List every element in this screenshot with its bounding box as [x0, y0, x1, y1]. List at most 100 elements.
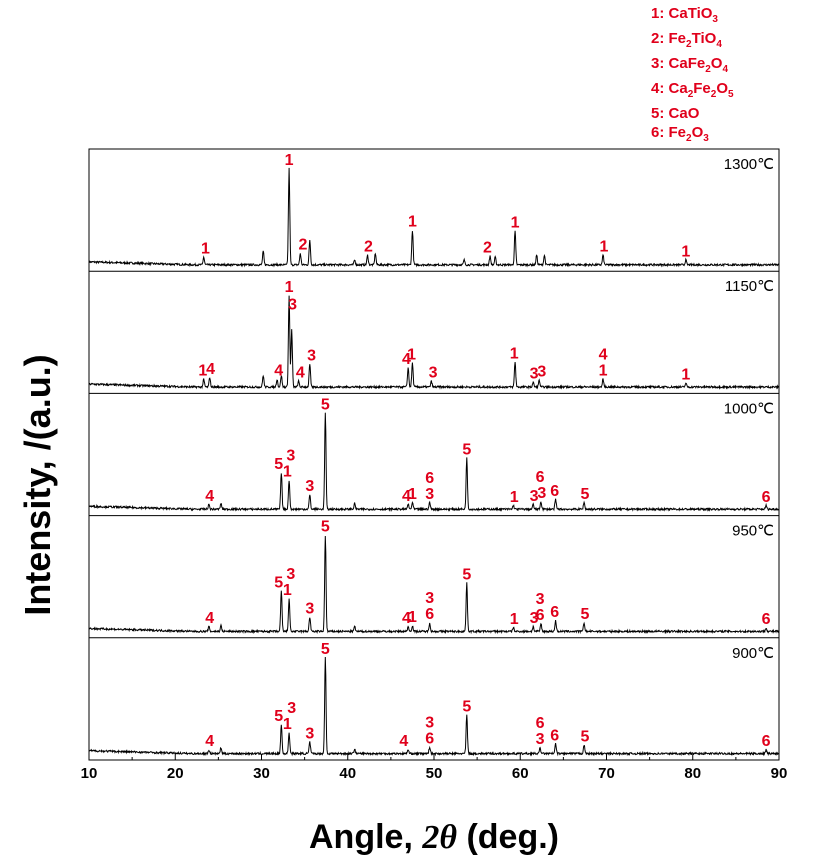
x-axis-label-symbol: 2θ [422, 819, 458, 856]
x-tick-label: 30 [253, 765, 270, 782]
peak-marker: 4 [205, 488, 214, 505]
peak-marker: 1 [681, 367, 690, 384]
peak-marker: 5 [580, 606, 589, 623]
peak-marker: 3 [286, 448, 295, 465]
peak-marker: 4 [206, 361, 215, 378]
legend-item-2: 2: Fe2TiO4 [651, 30, 722, 50]
peak-marker: 4 [296, 365, 305, 382]
peak-marker: 6 [425, 606, 434, 623]
plot-frame [88, 148, 780, 761]
x-axis-label-prefix: Angle, [309, 818, 423, 856]
legend-item-5: 5: CaO [651, 105, 700, 122]
peak-marker: 1 [283, 716, 292, 733]
panel-temperature-label: 1150℃ [725, 278, 774, 295]
pattern-trace [88, 295, 780, 390]
peak-marker: 1 [201, 241, 210, 258]
peak-marker: 3 [305, 478, 314, 495]
peak-marker: 4 [402, 610, 411, 627]
peak-marker: 5 [274, 574, 283, 591]
peak-marker: 6 [762, 489, 771, 506]
peak-marker: 6 [536, 715, 545, 732]
peak-marker: 3 [530, 488, 539, 505]
peak-marker: 1 [510, 611, 519, 628]
peak-marker: 2 [298, 237, 307, 254]
peak-marker: 5 [321, 396, 330, 413]
panel-temperature-label: 900℃ [732, 645, 774, 662]
panel-temperature-label: 1000℃ [724, 400, 774, 417]
peak-marker: 6 [536, 469, 545, 486]
peak-marker: 5 [462, 442, 471, 459]
peak-marker: 6 [762, 611, 771, 628]
peak-marker: 1 [681, 243, 690, 260]
peak-marker: 3 [305, 725, 314, 742]
x-tick-label: 90 [771, 765, 788, 782]
peak-marker: 6 [550, 727, 559, 744]
peak-marker: 1 [407, 346, 416, 363]
peak-marker: 3 [536, 731, 545, 748]
peak-marker: 4 [599, 347, 608, 364]
peak-marker: 6 [550, 604, 559, 621]
peak-marker: 1 [408, 214, 417, 231]
peak-marker: 5 [580, 728, 589, 745]
peak-marker: 2 [364, 239, 373, 256]
peak-marker: 4 [274, 363, 283, 380]
peak-marker: 4 [399, 733, 408, 750]
peak-marker: 5 [321, 641, 330, 658]
peak-marker: 3 [530, 610, 539, 627]
legend-item-3: 3: CaFe2O4 [651, 55, 728, 75]
legend-item-6: 6: Fe2O3 [651, 124, 709, 144]
peak-marker: 4 [402, 351, 411, 368]
panel-temperature-label: 950℃ [732, 523, 774, 540]
peak-marker: 3 [530, 366, 539, 383]
peak-marker: 1 [599, 239, 608, 256]
x-axis-label: Angle, 2θ (deg.) [309, 818, 559, 857]
phase-legend: 1: CaTiO3 2: Fe2TiO4 3: CaFe2O4 4: Ca2Fe2O5… [651, 4, 734, 148]
pattern-trace [88, 412, 780, 513]
peak-marker: 3 [305, 600, 314, 617]
peak-marker: 4 [205, 610, 214, 627]
peak-marker: 5 [462, 699, 471, 716]
peak-marker: 6 [762, 733, 771, 750]
peak-marker: 3 [537, 364, 546, 381]
peak-marker: 5 [274, 456, 283, 473]
peak-marker: 1 [283, 582, 292, 599]
x-tick-label: 50 [426, 765, 443, 782]
legend-item-1: 1: CaTiO3 [651, 5, 718, 25]
peak-marker: 1 [285, 152, 294, 169]
x-axis-label-suffix: (deg.) [457, 818, 559, 856]
peak-marker: 1 [285, 279, 294, 296]
peak-marker: 1 [510, 345, 519, 362]
x-tick-label: 70 [598, 765, 615, 782]
peak-marker: 4 [402, 488, 411, 505]
x-tick-label: 60 [512, 765, 529, 782]
pattern-trace [88, 167, 780, 268]
peak-marker: 1 [198, 363, 207, 380]
x-tick-label: 10 [81, 765, 98, 782]
peak-marker: 4 [205, 733, 214, 750]
peak-marker: 3 [288, 297, 297, 314]
peak-marker: 5 [580, 486, 589, 503]
peak-marker: 1 [408, 609, 417, 626]
x-tick-label: 20 [167, 765, 184, 782]
peak-marker: 3 [425, 590, 434, 607]
pattern-trace [88, 656, 780, 757]
peak-marker: 1 [283, 464, 292, 481]
peak-marker: 3 [425, 486, 434, 503]
peak-marker: 1 [510, 489, 519, 506]
peak-marker: 5 [274, 708, 283, 725]
peak-marker: 5 [462, 567, 471, 584]
peak-marker: 6 [425, 730, 434, 747]
panel-temperature-label: 1300℃ [724, 156, 774, 173]
peak-marker: 1 [408, 486, 417, 503]
pattern-trace [88, 535, 780, 635]
peak-marker: 6 [425, 470, 434, 487]
peak-marker: 6 [536, 607, 545, 624]
peak-marker: 3 [307, 347, 316, 364]
peak-marker: 3 [425, 714, 434, 731]
peak-marker: 3 [537, 485, 546, 502]
y-axis-label: Intensity, /(a.u.) [17, 354, 58, 616]
x-tick-label: 80 [684, 765, 701, 782]
peak-marker: 6 [550, 483, 559, 500]
peak-marker: 1 [511, 215, 520, 232]
